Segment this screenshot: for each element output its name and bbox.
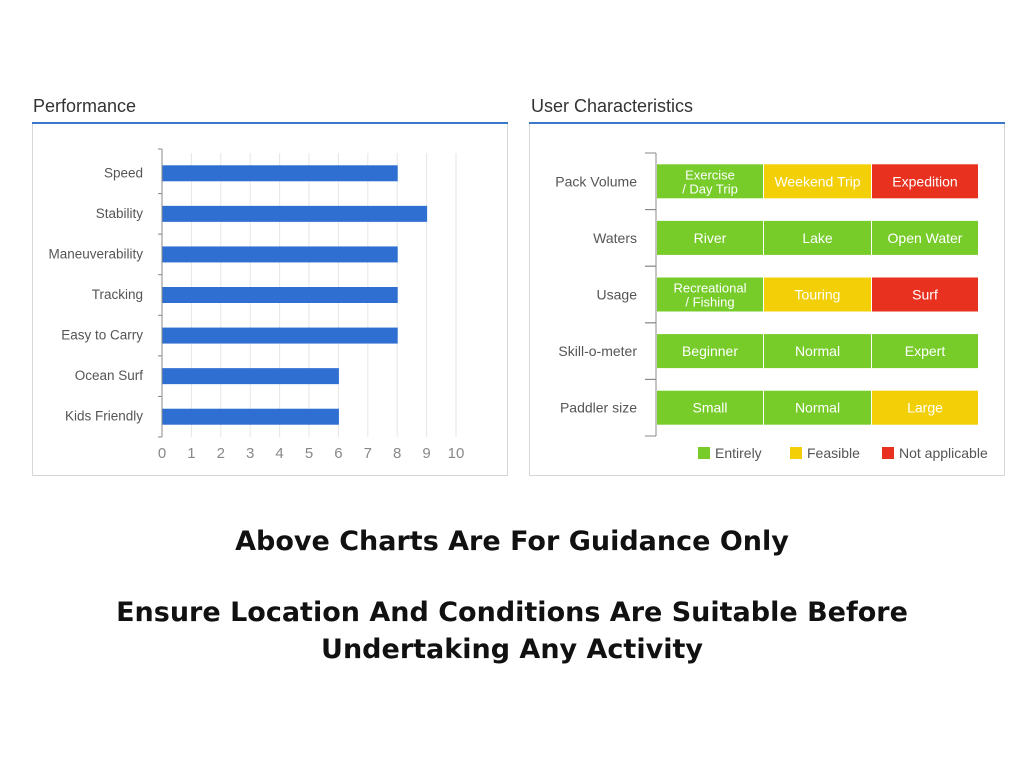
- cell-label: Exercise: [685, 167, 735, 182]
- performance-chart: Speed Stability Maneuverability Tracking Eas…: [48, 148, 465, 462]
- bar: [162, 287, 398, 303]
- user-characteristics-title: User Characteristics: [531, 96, 694, 116]
- bar: [162, 165, 398, 182]
- performance-panel: Speed Stability Maneuverability Tracking Eas…: [32, 124, 508, 476]
- bar: [162, 368, 339, 385]
- cell-label: Touring: [795, 287, 841, 303]
- status-cell: [657, 334, 763, 369]
- x-tick-label: 9: [422, 445, 430, 462]
- user-characteristics-title-rule: [529, 122, 1005, 124]
- performance-title: Performance: [33, 96, 137, 116]
- bar: [162, 205, 428, 222]
- row-label: Paddler size: [560, 400, 637, 416]
- cell-label: Open Water: [888, 230, 963, 246]
- x-tick-label: 10: [448, 445, 465, 462]
- cell-label: Normal: [795, 400, 840, 416]
- row-label: Skill-o-meter: [558, 343, 637, 359]
- cell-label: Beginner: [682, 343, 738, 359]
- cell-label: Expert: [905, 343, 946, 359]
- x-tick-label: 4: [275, 445, 283, 462]
- cell-label: / Day Trip: [682, 181, 738, 196]
- status-cell: [764, 220, 871, 255]
- x-tick-label: 5: [305, 445, 313, 462]
- row-label: Waters: [593, 230, 637, 246]
- x-tick-label: 7: [364, 445, 372, 462]
- legend-label: Feasible: [807, 445, 860, 461]
- status-cell: [657, 220, 763, 255]
- category-label: Speed: [104, 165, 143, 180]
- status-cell: [657, 164, 763, 199]
- cell-label: Small: [692, 400, 727, 416]
- status-cell: [872, 164, 978, 199]
- category-label: Kids Friendly: [65, 409, 143, 424]
- user-characteristics-panel: Pack Volume Exercise / Day Trip Weekend Tri…: [529, 124, 1005, 476]
- cell-label: Weekend Trip: [774, 173, 860, 189]
- status-cell: [764, 334, 871, 369]
- cell-label: Surf: [912, 287, 938, 303]
- status-cell: [657, 390, 763, 425]
- x-tick-label: 2: [217, 445, 225, 462]
- category-label: Maneuverability: [48, 246, 143, 261]
- category-label: Easy to Carry: [61, 328, 143, 343]
- cell-label: Recreational: [674, 281, 747, 296]
- status-cell: [764, 390, 871, 425]
- status-cell: [872, 390, 978, 425]
- cell-label: Expedition: [892, 173, 957, 189]
- x-tick-label: 0: [158, 445, 166, 462]
- x-tick-label: 3: [246, 445, 254, 462]
- cell-label: Large: [907, 400, 943, 416]
- category-label: Ocean Surf: [75, 368, 144, 383]
- bar: [162, 327, 398, 344]
- category-label: Tracking: [92, 287, 143, 302]
- x-tick-label: 8: [393, 445, 401, 462]
- status-cell: [764, 164, 871, 199]
- legend-swatch: [790, 447, 802, 459]
- cell-label: River: [694, 230, 727, 246]
- legend-swatch: [882, 447, 894, 459]
- guidance-note: Above Charts Are For Guidance Only: [235, 526, 789, 557]
- safety-note-line-2: Undertaking Any Activity: [321, 634, 703, 665]
- legend-label: Entirely: [715, 445, 762, 461]
- status-cell: [872, 334, 978, 369]
- category-label: Stability: [96, 206, 144, 221]
- status-cell: [872, 220, 978, 255]
- status-cell: [657, 277, 763, 312]
- status-cell: [764, 277, 871, 312]
- user-characteristics-chart: Pack Volume Exercise/ Day Trip Weekend Tri…: [555, 152, 988, 461]
- legend-label: Not applicable: [899, 445, 988, 461]
- safety-note-line-1: Ensure Location And Conditions Are Suita…: [116, 597, 908, 628]
- x-tick-label: 6: [334, 445, 342, 462]
- cell-label: Normal: [795, 343, 840, 359]
- cell-label: / Fishing: [685, 295, 734, 310]
- row-label: Pack Volume: [555, 173, 637, 189]
- row-label: Usage: [597, 287, 638, 303]
- status-cell: [872, 277, 978, 312]
- bar: [162, 246, 398, 263]
- performance-title-rule: [32, 122, 508, 124]
- bar: [162, 408, 339, 425]
- cell-label: Lake: [802, 230, 833, 246]
- x-tick-label: 1: [187, 445, 195, 462]
- legend-swatch: [698, 447, 710, 459]
